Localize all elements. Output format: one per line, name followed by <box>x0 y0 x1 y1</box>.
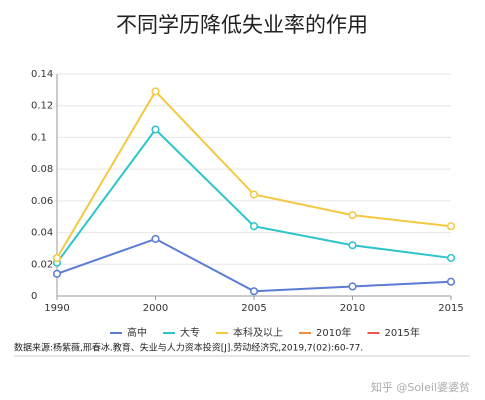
point <box>249 287 259 296</box>
point <box>348 282 357 291</box>
legend-label: 2015年 <box>384 326 419 339</box>
y-tick-label: 0.1 <box>31 132 47 143</box>
y-tick-label: 0.06 <box>31 196 53 207</box>
point <box>446 253 456 262</box>
point <box>151 87 160 96</box>
point <box>446 222 456 231</box>
y-tick-label: 0 <box>31 291 37 302</box>
y-tick-label: 0.02 <box>31 259 53 270</box>
watermark: 知乎 @Soleil婆婆贫 <box>371 380 470 394</box>
point <box>249 190 259 199</box>
x-tick-label: 2005 <box>241 303 266 314</box>
point <box>52 253 62 262</box>
point <box>151 125 160 134</box>
x-tick-label: 2010 <box>340 303 365 314</box>
chart-title: 不同学历降低失业率的作用 <box>116 13 368 37</box>
legend-label: 高中 <box>127 326 147 339</box>
point <box>151 234 160 243</box>
y-tick-label: 0.04 <box>31 228 53 239</box>
x-tick-label: 1990 <box>44 303 69 314</box>
point <box>52 269 62 278</box>
legend-label: 本科及以上 <box>233 326 283 339</box>
legend-label: 大专 <box>180 326 200 339</box>
point <box>249 222 259 231</box>
legend-label: 2010年 <box>316 326 351 339</box>
series-line <box>56 237 452 293</box>
x-tick-label: 2015 <box>438 303 463 314</box>
y-tick-label: 0.14 <box>31 69 53 80</box>
point <box>446 277 456 286</box>
y-tick-label: 0.12 <box>31 101 53 112</box>
y-tick-label: 0.08 <box>31 164 53 175</box>
x-tick-label: 2000 <box>143 303 168 314</box>
point <box>348 241 357 250</box>
source-note: 数据来源:杨紫薇,邢春冰.教育、失业与人力资本投资[J].劳动经济究,2019,… <box>14 342 363 354</box>
point <box>348 211 357 220</box>
